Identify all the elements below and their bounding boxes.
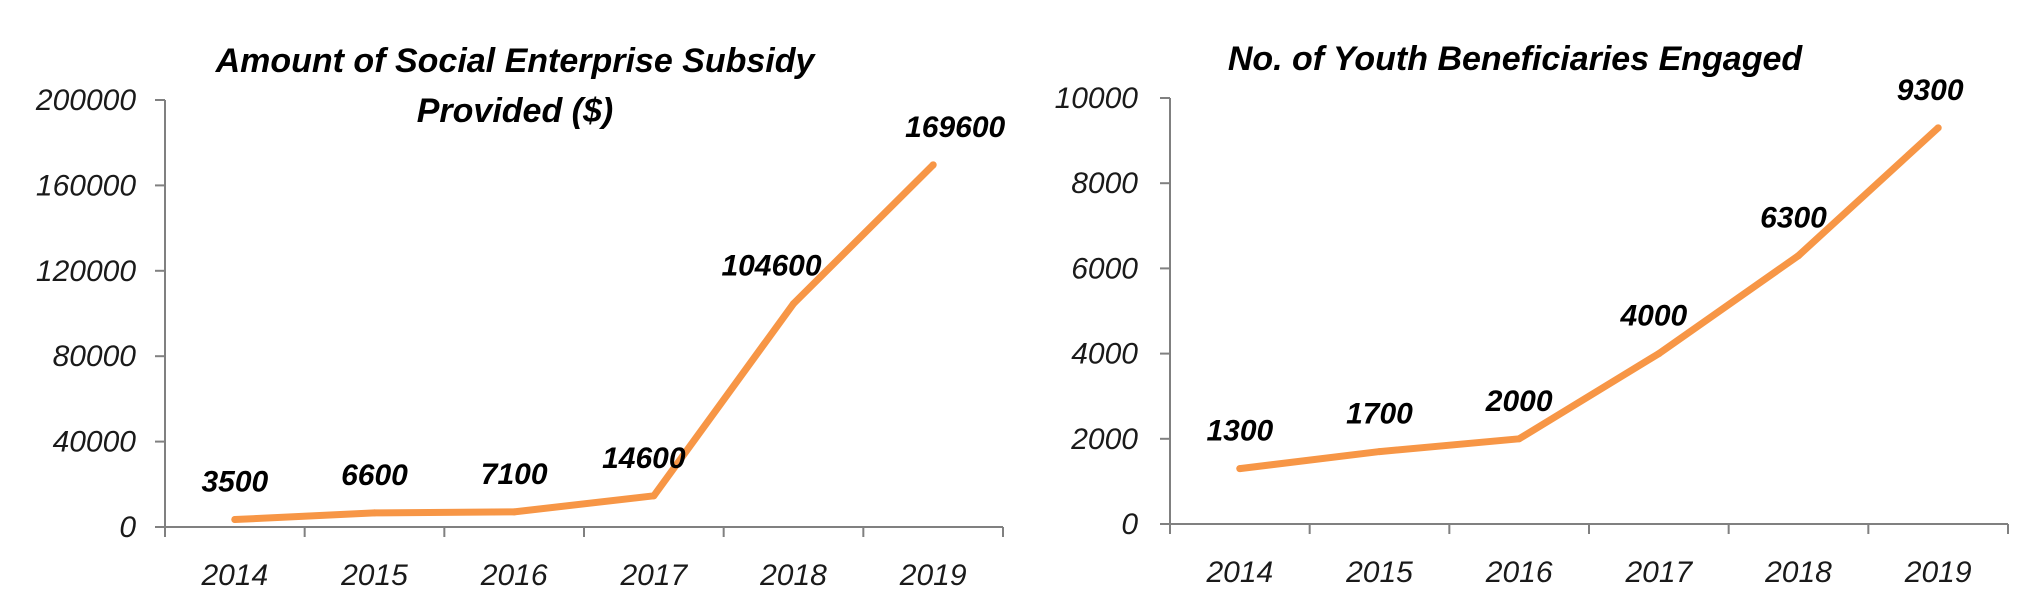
y-tick-label: 0: [1121, 508, 1138, 541]
data-point: [1934, 124, 1942, 132]
data-point: [510, 508, 518, 516]
y-tick-label: 8000: [1071, 167, 1138, 200]
data-point: [231, 516, 239, 524]
data-point: [790, 300, 797, 308]
y-tick-label: 4000: [1071, 338, 1138, 371]
x-tick-label: 2014: [1205, 556, 1273, 589]
y-tick-label: 40000: [53, 426, 137, 459]
x-tick-label: 2016: [480, 559, 548, 592]
subsidy-chart: Amount of Social Enterprise Subsidy Provi…: [35, 42, 1006, 592]
data-label: 6600: [341, 459, 408, 492]
x-tick-label: 2018: [759, 559, 827, 592]
data-label: 7100: [481, 458, 548, 491]
data-point: [650, 492, 658, 500]
data-point: [371, 509, 378, 517]
data-label: 14600: [602, 442, 686, 475]
data-label: 169600: [905, 111, 1005, 144]
data-point: [1515, 435, 1523, 443]
y-tick-label: 2000: [1070, 423, 1138, 456]
x-tick-label: 2014: [200, 559, 268, 592]
series-line: [231, 161, 937, 524]
y-tick-label: 6000: [1071, 252, 1138, 285]
chart-title-line: No. of Youth Beneficiaries Engaged: [1228, 40, 1804, 78]
x-tick-label: 2015: [340, 559, 408, 592]
youth-beneficiaries-chart: No. of Youth Beneficiaries Engaged 0 2000 4…: [1055, 40, 2009, 589]
data-point: [1795, 252, 1802, 260]
y-tick-label: 10000: [1055, 82, 1139, 115]
data-label: 3500: [201, 466, 268, 499]
data-point: [929, 161, 937, 169]
series-line: [1236, 124, 1942, 473]
data-label: 6300: [1760, 202, 1827, 235]
data-label: 1700: [1346, 398, 1413, 431]
chart-title-line: Amount of Social Enterprise Subsidy: [215, 42, 817, 80]
y-tick-label: 200000: [35, 84, 136, 117]
data-label: 4000: [1619, 300, 1687, 333]
data-point: [1655, 350, 1663, 358]
data-point: [1376, 448, 1383, 456]
data-label: 104600: [721, 250, 821, 283]
x-tick-label: 2018: [1764, 556, 1832, 589]
y-tick-label: 120000: [36, 255, 136, 288]
data-point: [1236, 465, 1244, 473]
data-label: 9300: [1897, 74, 1964, 107]
chart-title-line: Provided ($): [417, 92, 613, 130]
x-tick-label: 2019: [899, 559, 967, 592]
y-tick-label: 0: [119, 511, 136, 544]
x-tick-label: 2016: [1485, 556, 1553, 589]
data-label: 2000: [1485, 385, 1553, 418]
y-tick-label: 160000: [36, 169, 136, 202]
x-tick-label: 2017: [619, 559, 688, 592]
data-label: 1300: [1206, 415, 1273, 448]
x-tick-label: 2017: [1624, 556, 1693, 589]
x-tick-label: 2019: [1904, 556, 1972, 589]
x-tick-label: 2015: [1345, 556, 1413, 589]
y-tick-label: 80000: [53, 340, 137, 373]
